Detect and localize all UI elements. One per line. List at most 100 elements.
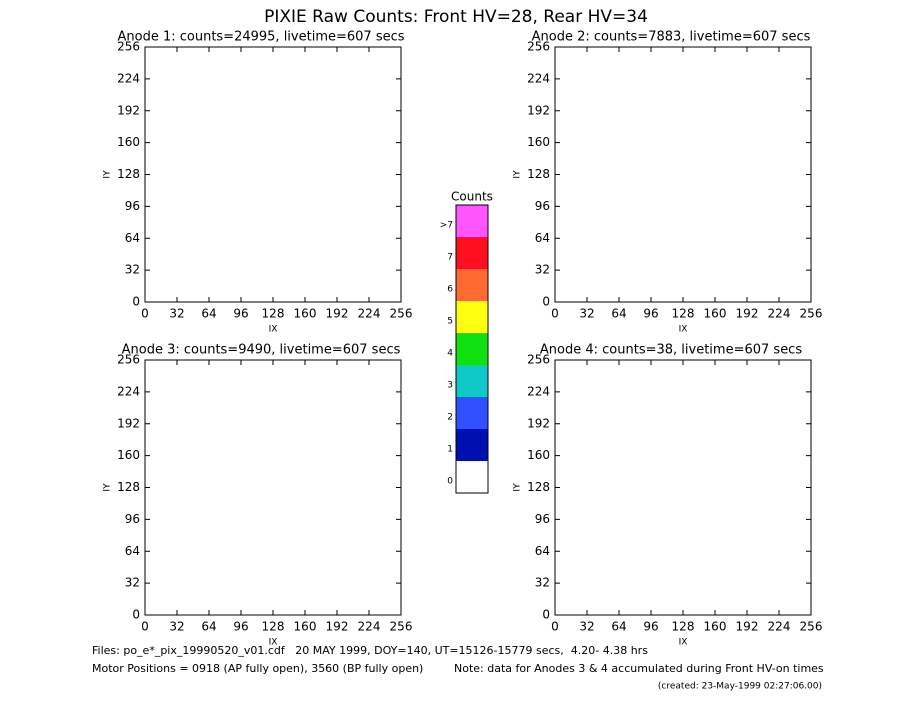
y-tick-label: 0 <box>132 608 140 622</box>
plot-frame <box>144 46 402 303</box>
y-tick-label: 256 <box>117 353 140 367</box>
x-tick-label: 96 <box>233 620 248 634</box>
x-tick-label: 224 <box>768 620 791 634</box>
colorbar-swatch <box>456 237 488 269</box>
y-tick-label: 32 <box>125 263 140 277</box>
colorbar-frame <box>455 204 489 494</box>
y-tick-label: 160 <box>527 135 550 149</box>
y-axis-label: IY <box>513 483 523 492</box>
x-tick-label: 0 <box>551 307 559 321</box>
x-tick-label: 0 <box>551 620 559 634</box>
y-tick-label: 128 <box>527 480 550 494</box>
x-tick-label: 192 <box>326 307 349 321</box>
y-tick-label: 64 <box>125 544 140 558</box>
colorbar-label: 7 <box>447 253 453 263</box>
y-tick-label: 96 <box>535 199 550 213</box>
colorbar-label: 5 <box>447 317 453 327</box>
x-tick-label: 256 <box>390 620 413 634</box>
x-tick-label: 32 <box>579 307 594 321</box>
colorbar-label: 1 <box>447 445 453 455</box>
colorbar-swatch <box>456 205 488 237</box>
anode-note: Note: data for Anodes 3 & 4 accumulated … <box>454 662 824 675</box>
y-axis-label: IY <box>513 170 523 179</box>
x-tick-label: 64 <box>611 620 626 634</box>
y-tick-label: 192 <box>117 103 140 117</box>
y-tick-label: 96 <box>125 199 140 213</box>
y-tick-label: 224 <box>117 71 140 85</box>
page-title: PIXIE Raw Counts: Front HV=28, Rear HV=3… <box>264 7 648 27</box>
x-axis-label: IX <box>269 325 278 335</box>
x-tick-label: 96 <box>233 307 248 321</box>
y-tick-label: 96 <box>535 512 550 526</box>
colorbar-swatch <box>456 269 488 301</box>
x-tick-label: 128 <box>262 620 285 634</box>
x-tick-label: 256 <box>390 307 413 321</box>
x-tick-label: 192 <box>736 307 759 321</box>
y-tick-label: 160 <box>527 448 550 462</box>
x-tick-label: 160 <box>704 620 727 634</box>
y-tick-label: 64 <box>535 544 550 558</box>
y-tick-label: 256 <box>527 353 550 367</box>
y-tick-label: 192 <box>117 416 140 430</box>
colorbar-label: 6 <box>447 285 453 295</box>
x-tick-label: 224 <box>768 307 791 321</box>
colorbar-title: Counts <box>451 190 493 204</box>
y-tick-label: 128 <box>117 480 140 494</box>
y-axis-label: IY <box>103 170 113 179</box>
x-tick-label: 224 <box>358 620 381 634</box>
y-tick-label: 192 <box>527 416 550 430</box>
y-tick-label: 64 <box>535 231 550 245</box>
y-tick-label: 160 <box>117 448 140 462</box>
x-axis-label: IX <box>679 638 688 648</box>
y-tick-label: 192 <box>527 103 550 117</box>
y-tick-label: 32 <box>125 576 140 590</box>
created-note: (created: 23-May-1999 02:27:06.00) <box>658 682 822 692</box>
x-tick-label: 32 <box>579 620 594 634</box>
y-tick-label: 128 <box>527 167 550 181</box>
files-note: Files: po_e*_pix_19990520_v01.cdf 20 MAY… <box>92 644 648 657</box>
x-tick-label: 64 <box>201 307 216 321</box>
colorbar-swatch <box>456 333 488 365</box>
colorbar-swatch <box>456 429 488 461</box>
x-tick-label: 160 <box>294 307 317 321</box>
colorbar-label: >7 <box>440 221 453 231</box>
x-tick-label: 0 <box>141 307 149 321</box>
x-tick-label: 96 <box>643 307 658 321</box>
y-tick-label: 0 <box>542 295 550 309</box>
y-tick-label: 160 <box>117 135 140 149</box>
y-tick-label: 0 <box>542 608 550 622</box>
panel-title: Anode 4: counts=38, livetime=607 secs <box>540 343 802 358</box>
x-tick-label: 256 <box>800 620 823 634</box>
y-tick-label: 256 <box>527 40 550 54</box>
x-axis-label: IX <box>269 638 278 648</box>
x-tick-label: 160 <box>294 620 317 634</box>
x-tick-label: 32 <box>169 307 184 321</box>
plot-frame <box>144 359 402 616</box>
y-tick-label: 0 <box>132 295 140 309</box>
x-tick-label: 128 <box>672 307 695 321</box>
x-tick-label: 64 <box>611 307 626 321</box>
y-tick-label: 32 <box>535 576 550 590</box>
colorbar-label: 4 <box>447 349 453 359</box>
x-tick-label: 32 <box>169 620 184 634</box>
y-tick-label: 224 <box>117 384 140 398</box>
y-tick-label: 96 <box>125 512 140 526</box>
y-tick-label: 32 <box>535 263 550 277</box>
plot-frame <box>554 359 812 616</box>
x-tick-label: 64 <box>201 620 216 634</box>
x-tick-label: 224 <box>358 307 381 321</box>
y-tick-label: 128 <box>117 167 140 181</box>
x-tick-label: 128 <box>672 620 695 634</box>
x-axis-label: IX <box>679 325 688 335</box>
x-tick-label: 192 <box>736 620 759 634</box>
x-tick-label: 160 <box>704 307 727 321</box>
motor-note: Motor Positions = 0918 (AP fully open), … <box>92 662 423 675</box>
y-tick-label: 224 <box>527 71 550 85</box>
x-tick-label: 96 <box>643 620 658 634</box>
y-tick-label: 224 <box>527 384 550 398</box>
panel-title: Anode 2: counts=7883, livetime=607 secs <box>532 30 811 45</box>
x-tick-label: 192 <box>326 620 349 634</box>
x-tick-label: 128 <box>262 307 285 321</box>
colorbar-swatch <box>456 397 488 429</box>
